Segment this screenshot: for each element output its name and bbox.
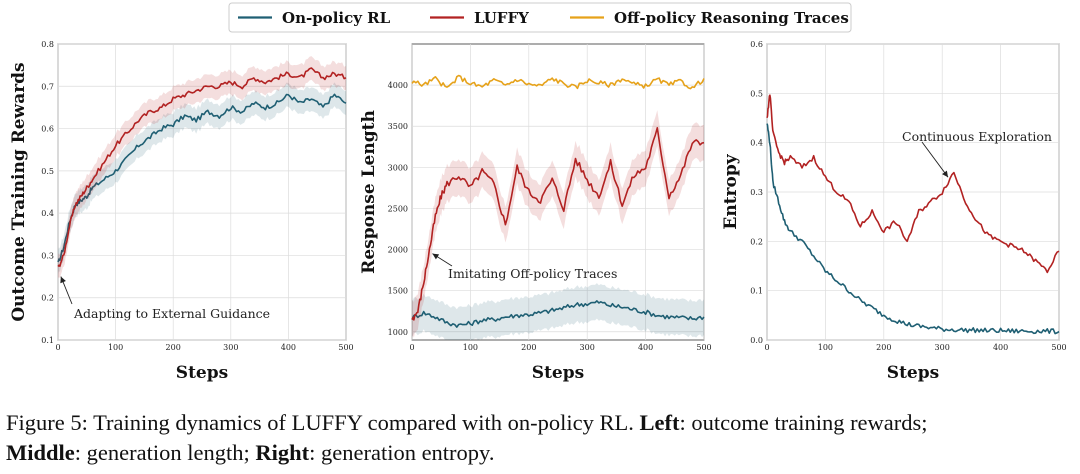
x-tick-label: 200: [166, 343, 181, 352]
caption-middle-text: : generation length;: [74, 440, 250, 465]
x-tick-label: 500: [696, 343, 711, 352]
series-lines: [411, 74, 705, 340]
y-tick-label: 0.3: [750, 188, 763, 197]
chart-entropy: 0 100 200 300 400 500 0.0 0.1 0.2 0.3 0.4 0.5 0.6 St…: [721, 40, 1067, 383]
chart-response-length: 0 100 200 300 400 500 1000 1500 2000 2500 3000 3500…: [359, 43, 712, 383]
series-line-off-policy-reasoning-traces: [411, 74, 705, 90]
caption-right-text: : generation entropy.: [309, 440, 495, 465]
y-axis-label: Entropy: [721, 153, 741, 229]
x-tick-label: 0: [55, 343, 60, 352]
ticks: 0 100 200 300 400 500 1000 1500 2000 2500 3000 3500…: [388, 81, 712, 352]
y-axis-label: Outcome Training Rewards: [9, 62, 29, 321]
figure: On-policy RL LUFFY Off-policy Reasoning …: [9, 2, 1067, 383]
x-tick-label: 100: [108, 343, 123, 352]
series-lines: [57, 56, 347, 279]
annotation: Adapting to External Guidance: [60, 276, 270, 321]
x-tick-label: 300: [223, 343, 238, 352]
annotation-arrowhead: [432, 253, 440, 260]
caption-left-label: Left: [639, 410, 680, 435]
y-tick-label: 0.6: [41, 125, 54, 134]
y-tick-label: 0.3: [41, 251, 54, 260]
series-band-luffy: [412, 110, 704, 338]
x-tick-label: 400: [638, 343, 653, 352]
x-tick-label: 0: [764, 343, 769, 352]
series-line-on-policy-rl: [57, 93, 347, 263]
legend-label-onpolicy: On-policy RL: [282, 9, 391, 27]
legend-label-luffy: LUFFY: [474, 9, 529, 27]
y-tick-label: 0.6: [750, 40, 763, 49]
ticks: 0 100 200 300 400 500 0.0 0.1 0.2 0.3 0.4 0.5 0.6: [750, 40, 1066, 352]
y-tick-label: 3000: [388, 163, 408, 172]
gridlines: [411, 44, 705, 340]
series-line-luffy: [57, 67, 347, 268]
annotation: Imitating Off-policy Traces: [432, 253, 617, 281]
y-tick-label: 0.0: [750, 336, 763, 345]
x-tick-label: 0: [409, 343, 414, 352]
series-line-on-policy-rl: [411, 300, 705, 328]
series-band-luffy: [58, 56, 346, 279]
y-tick-label: 0.4: [750, 139, 763, 148]
caption-figure: Figure 5: Training dynamics of LUFFY com…: [6, 410, 634, 435]
x-tick-label: 500: [1051, 343, 1066, 352]
annotation-arrowhead: [60, 276, 66, 284]
annotation-text: Imitating Off-policy Traces: [448, 266, 617, 281]
legend-box: [228, 2, 852, 33]
y-tick-label: 0.4: [41, 209, 54, 218]
y-tick-label: 0.1: [750, 287, 763, 296]
legend: On-policy RL LUFFY Off-policy Reasoning …: [228, 2, 852, 33]
y-tick-label: 3500: [388, 122, 408, 131]
gridlines: [57, 43, 347, 341]
annotation-text: Adapting to External Guidance: [73, 306, 270, 321]
x-axis-label: Steps: [887, 363, 939, 383]
x-tick-label: 400: [993, 343, 1008, 352]
y-tick-label: 0.7: [41, 82, 54, 91]
caption-left-text: : outcome training rewards;: [679, 410, 928, 435]
annotation-arrowhead: [942, 170, 949, 178]
x-tick-label: 300: [935, 343, 950, 352]
series-band-on-policy-rl: [412, 283, 704, 340]
x-tick-label: 100: [463, 343, 478, 352]
ticks: 0 100 200 300 400 500 0.1 0.2 0.3 0.4 0.5 0.6 0.7 0.8: [41, 40, 353, 352]
annotation-text: Continuous Exploration: [902, 129, 1052, 144]
y-axis-label: Response Length: [359, 110, 379, 274]
legend-label-offpolicy: Off-policy Reasoning Traces: [614, 9, 849, 27]
y-tick-label: 0.5: [750, 89, 763, 98]
chart-rewards: 0 100 200 300 400 500 0.1 0.2 0.3 0.4 0.5 0.6 0.7 0.8…: [9, 40, 354, 383]
y-tick-label: 2500: [388, 204, 408, 213]
y-tick-label: 2000: [388, 246, 408, 255]
x-tick-label: 400: [281, 343, 296, 352]
x-tick-label: 200: [521, 343, 536, 352]
y-tick-label: 0.2: [750, 237, 763, 246]
annotation-arrow: [921, 141, 949, 178]
y-tick-label: 0.2: [41, 294, 54, 303]
series-lines: [766, 94, 1060, 335]
plot-area: [57, 43, 347, 341]
x-tick-label: 200: [876, 343, 891, 352]
figure-caption: Figure 5: Training dynamics of LUFFY com…: [6, 408, 1076, 468]
series-line-luffy: [766, 94, 1060, 274]
annotation: Continuous Exploration: [902, 129, 1052, 178]
x-tick-label: 500: [338, 343, 353, 352]
x-tick-label: 100: [818, 343, 833, 352]
series-line-on-policy-rl: [766, 123, 1060, 335]
y-tick-label: 0.1: [41, 336, 54, 345]
caption-right-label: Right: [255, 440, 310, 465]
series-line-luffy: [411, 127, 705, 321]
x-axis-label: Steps: [176, 363, 228, 383]
y-tick-label: 0.5: [41, 167, 54, 176]
y-tick-label: 1000: [388, 328, 408, 337]
x-axis-label: Steps: [532, 363, 584, 383]
y-tick-label: 0.8: [41, 40, 54, 49]
caption-middle-label: Middle: [6, 440, 75, 465]
y-tick-label: 1500: [388, 287, 408, 296]
x-tick-label: 300: [580, 343, 595, 352]
y-tick-label: 4000: [388, 81, 408, 90]
